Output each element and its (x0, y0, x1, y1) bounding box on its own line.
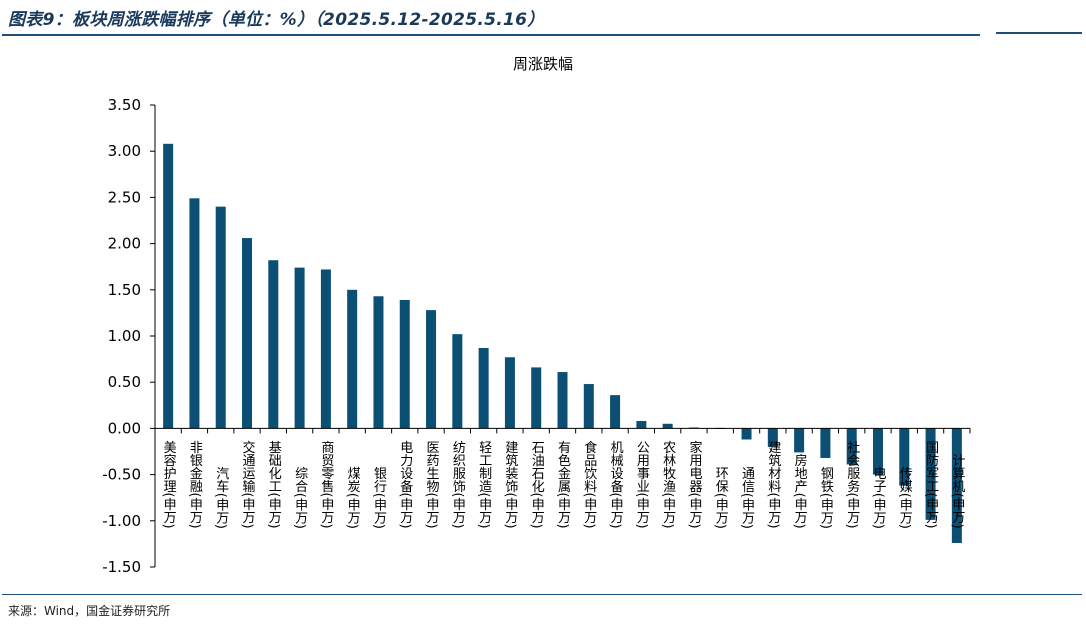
x-tick-label: 计算机(申万) (949, 454, 965, 529)
bar (531, 367, 542, 429)
y-tick-label: 2.00 (108, 235, 141, 253)
x-tick-label: 食品饮料(申万) (581, 440, 597, 529)
header-rule (2, 34, 980, 36)
x-tick-label: 国防军工(申万) (923, 440, 939, 528)
x-axis (154, 427, 971, 434)
x-tick-label: 银行(申万) (371, 467, 387, 529)
x-tick-label: 石油石化(申万) (529, 440, 545, 528)
bar (583, 384, 594, 429)
y-tick-label: 1.50 (108, 281, 141, 299)
x-tick-label: 商贸零售(申万) (318, 440, 334, 528)
bars (163, 143, 962, 543)
source-note: 来源：Wind，国金证券研究所 (8, 604, 171, 618)
x-tick-label: 公用事业(申万) (634, 440, 650, 528)
y-tick-label: 3.00 (108, 142, 141, 160)
x-tick-label: 家用电器(申万) (686, 440, 702, 529)
x-tick-label: 电子(申万) (870, 467, 886, 529)
bar (215, 206, 226, 429)
bar (925, 428, 936, 520)
bar (189, 198, 200, 429)
x-tick-label: 电力设备(申万) (397, 440, 413, 528)
y-tick-label: 0.00 (108, 419, 141, 437)
bar (320, 269, 331, 429)
x-tick-label: 基础化工(申万) (266, 440, 282, 528)
y-tick-label: -0.50 (102, 466, 141, 484)
bar (504, 357, 515, 429)
x-tick-label: 纺织服饰(申万) (450, 440, 466, 528)
x-tick-label: 环保(申万) (713, 467, 729, 529)
bar-chart: 周涨跌幅 3.50 3.00 2.50 2.00 1.50 1.00 0.50 0.00 -0.… (102, 55, 971, 576)
x-tick-label: 汽车(申万) (213, 467, 229, 529)
y-tick-label: -1.50 (102, 558, 141, 576)
x-tick-label: 综合(申万) (292, 467, 308, 529)
bar (767, 428, 778, 447)
bar (899, 428, 910, 486)
x-tick-label: 房地产(申万) (792, 453, 808, 529)
x-tick-label: 社会服务(申万) (844, 440, 860, 529)
x-tick-label: 通信(申万) (739, 467, 755, 529)
x-tick-label: 建筑装饰(申万) (502, 440, 517, 528)
bar (242, 238, 253, 429)
bar (951, 428, 962, 543)
bar (820, 428, 831, 458)
header-rule-accent (996, 32, 1082, 34)
chart-title: 周涨跌幅 (513, 55, 573, 73)
bar (399, 299, 410, 429)
footer-rule (2, 594, 1082, 595)
x-tick-label: 煤炭(申万) (345, 467, 361, 529)
x-tick-label: 轻工制造(申万) (476, 440, 492, 528)
x-tick-label: 交通运输(申万) (240, 440, 256, 529)
x-tick-label: 有色金属(申万) (555, 440, 571, 528)
x-tick-label: 农林牧渔(申万) (660, 440, 676, 528)
x-tick-label: 美容护理(申万) (161, 440, 177, 528)
y-tick-label: -1.00 (102, 512, 141, 530)
bar (662, 423, 673, 429)
x-tick-label: 医药生物(申万) (424, 440, 440, 528)
y-tick-label: 3.50 (108, 96, 141, 114)
bar (373, 296, 384, 429)
x-tick-label: 机械设备(申万) (608, 440, 624, 528)
bar (426, 310, 437, 429)
bar (294, 267, 305, 429)
figure-header: 图表9：板块周涨跌幅排序（单位：%）（2025.5.12-2025.5.16） (0, 0, 1086, 36)
bar (347, 289, 358, 429)
bar (872, 428, 883, 475)
y-axis: 3.50 3.00 2.50 2.00 1.50 1.00 0.50 0.00 -0.50 -1.… (102, 96, 156, 576)
bar (268, 260, 279, 429)
x-tick-label: 传媒(申万) (897, 467, 913, 529)
y-tick-label: 2.50 (108, 188, 141, 206)
figure-title: 图表9：板块周涨跌幅排序（单位：%）（2025.5.12-2025.5.16） (8, 10, 545, 30)
x-tick-label: 钢铁(申万) (818, 467, 834, 529)
x-tick-labels: 美容护理(申万) 非银金融(申万) 汽车(申万) 交通运输(申万) 基础化工(申万) 综合… (161, 440, 965, 529)
bar (636, 421, 647, 429)
bar (846, 428, 857, 465)
bar (452, 334, 463, 429)
x-tick-label: 建筑材料(申万) (765, 440, 781, 528)
bar (794, 428, 805, 453)
bar (741, 428, 752, 440)
bar (557, 372, 568, 429)
x-tick-label: 非银金融(申万) (187, 440, 203, 528)
bar (610, 395, 621, 429)
y-tick-label: 1.00 (108, 327, 141, 345)
bar (163, 143, 174, 429)
y-tick-label: 0.50 (108, 373, 141, 391)
bar (478, 348, 489, 429)
